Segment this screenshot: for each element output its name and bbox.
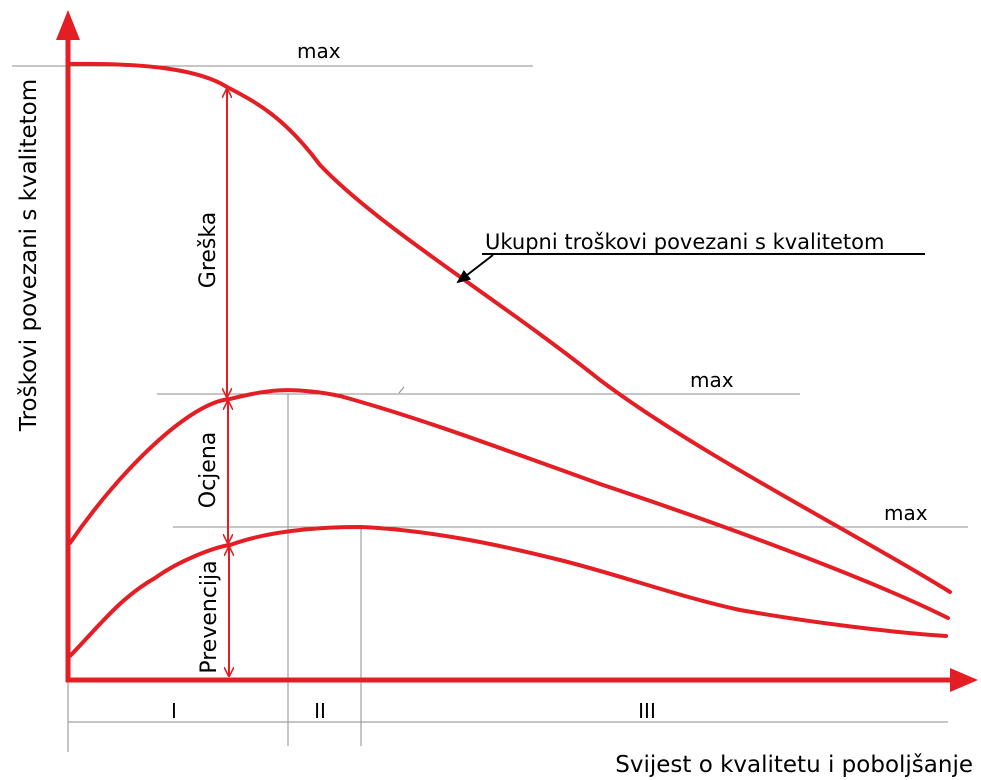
y-axis-title: Troškovi povezani s kvalitetom <box>16 79 42 432</box>
guide-lines <box>12 65 968 752</box>
axes <box>56 10 978 692</box>
y-axis-arrowhead <box>56 10 80 40</box>
appraisal-curve <box>68 388 950 620</box>
total-curve-label: Ukupni troškovi povezani s kvalitetom <box>485 230 884 254</box>
prevention-label: Prevencija <box>197 560 222 673</box>
error-label: Greška <box>196 212 221 288</box>
zone-label-2: II <box>314 699 326 723</box>
appraisal-label: Ocjena <box>196 432 221 508</box>
max-label-prevention: max <box>884 501 928 525</box>
curves <box>68 61 952 658</box>
x-axis-arrowhead <box>950 668 978 692</box>
total-curve-callout: Ukupni troškovi povezani s kvalitetom <box>456 230 925 284</box>
max-label-total: max <box>297 39 341 63</box>
zone-label-1: I <box>171 699 177 723</box>
callout-arrow <box>456 254 494 284</box>
component-arrows <box>227 89 229 676</box>
zone-label-3: III <box>638 699 656 723</box>
prevention-curve <box>68 524 948 658</box>
small-tick <box>398 386 405 394</box>
total-cost-curve <box>68 61 952 594</box>
max-label-appraisal: max <box>690 368 734 392</box>
x-axis-title: Svijest o kvalitetu i poboljšanje <box>615 752 973 778</box>
